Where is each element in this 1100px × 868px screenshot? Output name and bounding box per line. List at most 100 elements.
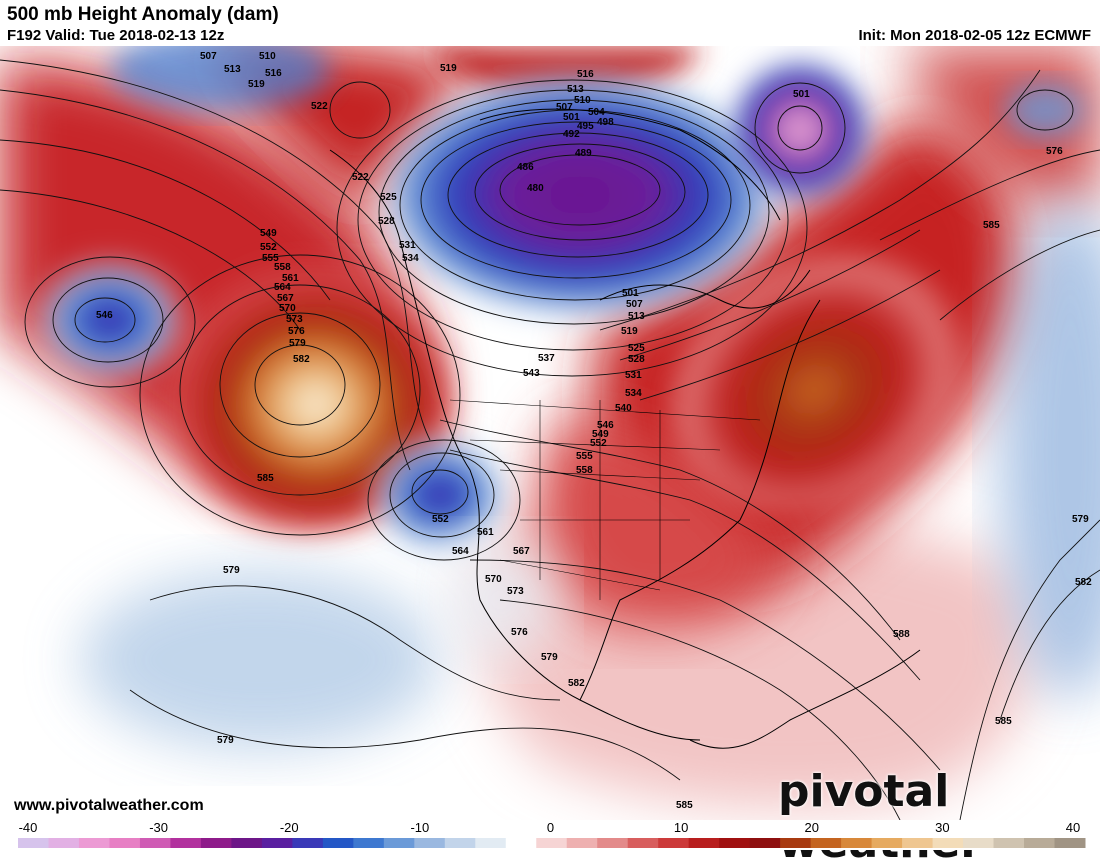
colorbar-tick-label: 20 — [804, 820, 819, 835]
valid-time: F192 Valid: Tue 2018-02-13 12z — [7, 27, 225, 44]
colorbar-swatch — [810, 838, 842, 848]
colorbar-swatch — [932, 838, 964, 848]
contour-label: 576 — [288, 326, 305, 337]
colorbar-swatch — [18, 838, 49, 848]
contour-label: 558 — [274, 262, 291, 273]
colorbar-swatch — [414, 838, 446, 848]
contour-label: 534 — [402, 253, 419, 264]
contour-label: 507 — [200, 51, 217, 62]
contour-label: 564 — [274, 282, 291, 293]
contour-label: 546 — [597, 420, 614, 431]
contour-label: 492 — [563, 129, 580, 140]
colorbar-swatch — [292, 838, 324, 848]
contour-label: 570 — [485, 574, 502, 585]
contour-label: 498 — [597, 117, 614, 128]
contour-label: 540 — [615, 403, 632, 414]
contour-label: 579 — [1072, 514, 1089, 525]
contour-label: 579 — [223, 565, 240, 576]
contour-label: 528 — [628, 354, 645, 365]
state-borders — [449, 399, 761, 600]
contour-label: 510 — [574, 95, 591, 106]
contour-label: 573 — [507, 586, 524, 597]
colorbar-swatch — [475, 838, 507, 848]
contour-label: 582 — [293, 354, 310, 365]
contour-label: 504 — [588, 107, 605, 118]
contour-label: 510 — [259, 51, 276, 62]
contour-label: 501 — [622, 288, 639, 299]
contour-label: 579 — [541, 652, 558, 663]
contour-label: 576 — [1046, 146, 1063, 157]
contour-label: 516 — [577, 69, 594, 80]
colorbar-tick-label: -40 — [18, 820, 38, 835]
colorbar-swatch — [78, 838, 110, 848]
colorbar-swatch — [780, 838, 812, 848]
colorbar-swatch — [261, 838, 293, 848]
colorbar-swatch — [719, 838, 751, 848]
colorbar-tick-label: 40 — [1065, 820, 1081, 835]
colorbar-swatch — [963, 838, 995, 848]
colorbar-swatches — [18, 838, 1086, 848]
colorbar-swatch — [109, 838, 141, 848]
colorbar-swatch — [627, 838, 659, 848]
colorbar-swatch — [871, 838, 903, 848]
contour-label: 525 — [628, 343, 645, 354]
colorbar-swatch — [383, 838, 415, 848]
contour-label: 552 — [260, 242, 277, 253]
contour-label: 555 — [576, 451, 593, 462]
contour-label: 522 — [311, 101, 328, 112]
contour-label: 585 — [995, 716, 1012, 727]
colorbar-swatch — [48, 838, 80, 848]
contour-label: 531 — [625, 370, 642, 381]
map-header: 500 mb Height Anomaly (dam) F192 Valid: … — [0, 0, 1100, 46]
colorbar-swatch — [353, 838, 385, 848]
contour-label: 582 — [1075, 577, 1092, 588]
colorbar-tick-label: 0 — [546, 820, 555, 835]
colorbar-swatch — [902, 838, 934, 848]
contour-label: 516 — [265, 68, 282, 79]
contour-label: 513 — [628, 311, 645, 322]
contour-label: 570 — [279, 303, 296, 314]
colorbar-swatch — [200, 838, 232, 848]
contour-label: 588 — [893, 629, 910, 640]
contour-label: 585 — [257, 473, 274, 484]
contour-label: 552 — [432, 514, 449, 525]
contour-label: 564 — [452, 546, 469, 557]
contour-label: 519 — [621, 326, 638, 337]
contour-label: 519 — [440, 63, 457, 74]
anomaly-shading — [0, 46, 1100, 808]
anomaly-map[interactable]: 507 510 513 516 519 519 522 522 525 528 … — [0, 46, 1100, 820]
colorbar-tick-label: -20 — [279, 820, 299, 835]
contour-label: 501 — [563, 112, 580, 123]
contour-label: 543 — [523, 368, 540, 379]
contour-label: 489 — [575, 148, 592, 159]
contour-label: 585 — [676, 800, 693, 811]
colorbar-swatch — [597, 838, 629, 848]
contour-label: 561 — [477, 527, 494, 538]
contour-label: 549 — [260, 228, 277, 239]
colorbar-swatch — [444, 838, 476, 848]
colorbar: -40 -30 -20 -10 0 10 20 30 40 — [0, 820, 1100, 850]
contour-label: 549 — [592, 429, 609, 440]
contour-labels: 507 510 513 516 519 519 522 522 525 528 … — [96, 51, 1092, 811]
contour-label: 579 — [217, 735, 234, 746]
brand-logo: pivotal weather — [778, 766, 982, 868]
contour-label: 573 — [286, 314, 303, 325]
contour-label: 579 — [289, 338, 306, 349]
contour-label: 507 — [626, 299, 643, 310]
colorbar-swatch — [322, 838, 354, 848]
contour-label: 507 — [556, 102, 573, 113]
colorbar-tick-label: -30 — [149, 820, 169, 835]
contour-label: 534 — [625, 388, 642, 399]
contour-label: 552 — [590, 438, 607, 449]
map-canvas: 507 510 513 516 519 519 522 522 525 528 … — [0, 46, 1100, 820]
colorbar-swatch — [993, 838, 1025, 848]
contour-label: 501 — [793, 89, 810, 100]
contour-label: 546 — [96, 310, 113, 321]
colorbar-swatch — [688, 838, 720, 848]
contour-label: 582 — [568, 678, 585, 689]
contour-label: 537 — [538, 353, 555, 364]
contour-label: 513 — [567, 84, 584, 95]
colorbar-swatch — [139, 838, 171, 848]
map-title: 500 mb Height Anomaly (dam) — [7, 4, 279, 25]
contour-label: 486 — [517, 162, 534, 173]
